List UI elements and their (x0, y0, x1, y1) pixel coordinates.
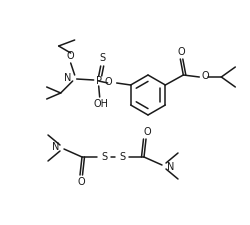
Text: P: P (95, 76, 101, 86)
Text: S: S (99, 53, 105, 63)
Text: O: O (104, 77, 111, 87)
Text: S: S (100, 152, 107, 162)
Text: O: O (177, 47, 184, 57)
Text: OH: OH (93, 99, 108, 109)
Text: N: N (64, 73, 72, 83)
Text: N: N (166, 162, 174, 172)
Text: N: N (52, 142, 59, 152)
Text: S: S (118, 152, 124, 162)
Text: O: O (66, 51, 74, 61)
Text: O: O (142, 127, 150, 137)
Text: O: O (201, 71, 208, 81)
Text: O: O (77, 177, 84, 187)
